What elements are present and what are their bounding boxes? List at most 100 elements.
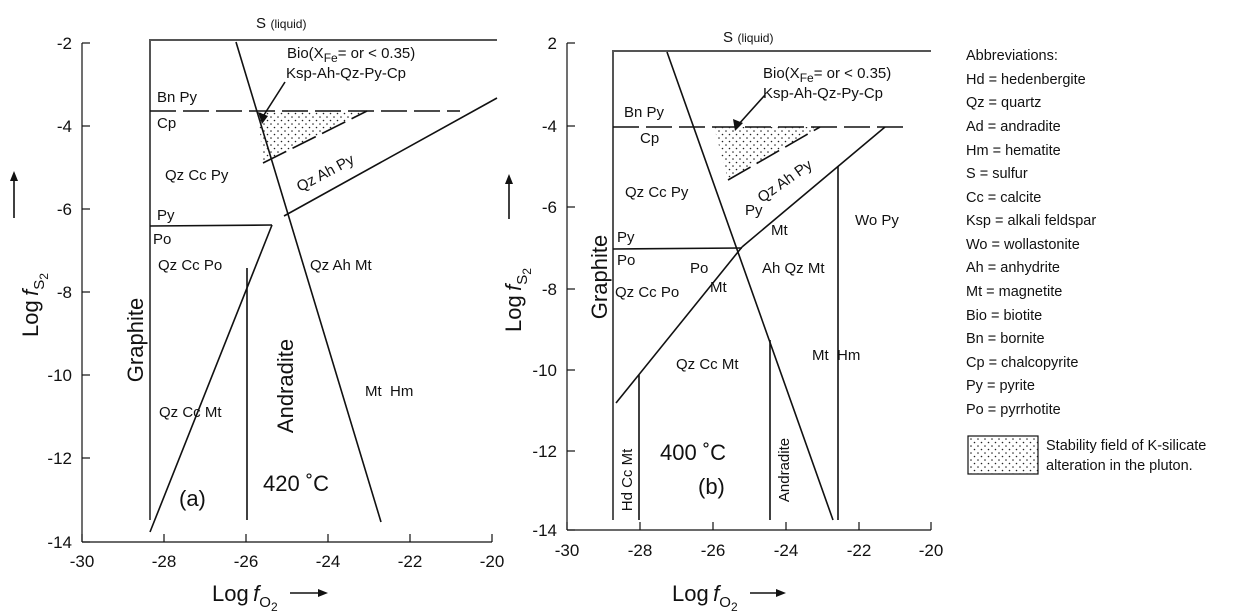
panel-b-andradite-boundary-right bbox=[666, 51, 834, 521]
panel-b-wo-py-label: Wo Py bbox=[855, 212, 899, 229]
panel-b-xtick: -22 bbox=[847, 541, 872, 560]
panel-a-ytick: -10 bbox=[47, 366, 72, 385]
panel-b-mt-mid-label: Mt bbox=[710, 279, 727, 296]
panel-a-letter: (a) bbox=[179, 486, 206, 511]
panel-b-qz-cc-py-label: Qz Cc Py bbox=[625, 184, 689, 201]
panel-b-s-liquid-label: S (liquid) bbox=[723, 29, 773, 46]
legend-item: Qz = quartz bbox=[966, 95, 1041, 111]
legend-item: Hd = hedenbergite bbox=[966, 72, 1086, 88]
panel-a-ytick: -2 bbox=[57, 34, 72, 53]
legend-item: Ksp = alkali feldspar bbox=[966, 213, 1096, 229]
panel-b-ytick: -12 bbox=[532, 442, 557, 461]
panel-a-bio-label: Bio(XFe= or < 0.35) bbox=[287, 45, 415, 65]
panel-a: -2 -4 -6 -8 -10 -12 -14 -30 -28 -26 -24 … bbox=[10, 15, 504, 614]
panel-a-xtick: -30 bbox=[70, 552, 95, 571]
legend-item: Py = pyrite bbox=[966, 378, 1035, 394]
panel-a-y-axis-arrowhead bbox=[10, 171, 18, 181]
panel-a-bio-pointer-arrowhead bbox=[258, 112, 268, 124]
panel-a-ytick: -6 bbox=[57, 200, 72, 219]
panel-b-po-mid-label: Po bbox=[690, 260, 708, 277]
panel-a-cp-label: Cp bbox=[157, 115, 176, 132]
panel-b-po-label: Po bbox=[617, 252, 635, 269]
panel-b-ytick: -14 bbox=[532, 521, 557, 540]
panel-b-cp-label: Cp bbox=[640, 130, 659, 147]
panel-a-x-ticks: -30 -28 -26 -24 -22 -20 bbox=[70, 534, 505, 571]
panel-b-bio-pointer bbox=[737, 94, 766, 126]
panel-b-qz-cc-po-label: Qz Cc Po bbox=[615, 284, 679, 301]
legend-item: S = sulfur bbox=[966, 166, 1028, 182]
panel-b-xtick: -20 bbox=[919, 541, 944, 560]
panel-b-xtick: -24 bbox=[774, 541, 799, 560]
legend-item: Bn = bornite bbox=[966, 331, 1045, 347]
panel-b-x-axis-arrowhead bbox=[776, 589, 786, 597]
panel-b-k-silicate-lower-boundary bbox=[727, 126, 821, 181]
panel-a-py-label: Py bbox=[157, 207, 175, 224]
panel-a-xtick: -24 bbox=[316, 552, 341, 571]
panel-a-xtick: -20 bbox=[480, 552, 505, 571]
panel-a-y-ticks: -2 -4 -6 -8 -10 -12 -14 bbox=[47, 34, 90, 552]
panel-b-ah-qz-mt-label: Ah Qz Mt bbox=[762, 260, 825, 277]
panel-a-andradite-label: Andradite bbox=[273, 339, 298, 433]
panel-a-ytick: -14 bbox=[47, 533, 72, 552]
panel-a-graphite-label: Graphite bbox=[123, 298, 148, 382]
panel-b-bio-label: Bio(XFe= or < 0.35) bbox=[763, 65, 891, 85]
panel-a-mt-hm-label: Mt Hm bbox=[365, 383, 413, 400]
panel-b-letter: (b) bbox=[698, 474, 725, 499]
panel-b: 2 -4 -6 -8 -10 -12 -14 -30 -28 -26 -24 -… bbox=[501, 29, 943, 614]
panel-b-qz-cc-mt-label: Qz Cc Mt bbox=[676, 356, 739, 373]
panel-a-ksp-label: Ksp-Ah-Qz-Py-Cp bbox=[286, 65, 406, 82]
panel-b-hd-cc-mt-label: Hd Cc Mt bbox=[619, 448, 636, 511]
panel-a-qz-cc-po-label: Qz Cc Po bbox=[158, 257, 222, 274]
legend-item: Hm = hematite bbox=[966, 143, 1061, 159]
legend-stability-line1: Stability field of K-silicate bbox=[1046, 438, 1206, 454]
panel-a-qz-ah-py-boundary bbox=[283, 97, 498, 217]
panel-b-qz-ah-py-label: Qz Ah Py bbox=[755, 156, 816, 206]
panel-b-liquid-sulfur-boundary bbox=[612, 50, 931, 520]
panel-a-temperature: 420 ˚C bbox=[263, 471, 329, 496]
panel-b-andradite-label: Andradite bbox=[776, 438, 793, 502]
panel-a-x-axis-title: Log fO2 bbox=[212, 581, 278, 614]
panel-b-py-right-label: Py bbox=[745, 202, 763, 219]
panel-b-xtick: -28 bbox=[628, 541, 653, 560]
panel-a-xtick: -26 bbox=[234, 552, 259, 571]
panel-a-qz-cc-py-label: Qz Cc Py bbox=[165, 167, 229, 184]
panel-a-xtick: -22 bbox=[398, 552, 423, 571]
panel-b-po-mt-boundary bbox=[615, 246, 743, 404]
panel-a-ytick: -12 bbox=[47, 449, 72, 468]
panel-b-ytick: -6 bbox=[542, 198, 557, 217]
panel-a-k-silicate-lower-boundary bbox=[262, 110, 368, 164]
panel-a-qz-cc-mt-label: Qz Cc Mt bbox=[159, 404, 222, 421]
panel-b-y-axis-title: Log fS2 bbox=[501, 268, 534, 332]
panel-b-py-label: Py bbox=[617, 229, 635, 246]
panel-a-xtick: -28 bbox=[152, 552, 177, 571]
panel-b-x-axis-title: Log fO2 bbox=[672, 581, 738, 614]
legend-item: Bio = biotite bbox=[966, 308, 1042, 324]
panel-b-xtick: -30 bbox=[555, 541, 580, 560]
panel-a-s-liquid-label: S (liquid) bbox=[256, 15, 306, 32]
panel-a-py-po-boundary bbox=[149, 224, 273, 227]
panel-b-ksp-label: Ksp-Ah-Qz-Py-Cp bbox=[763, 85, 883, 102]
panel-a-bio-pointer bbox=[261, 81, 286, 119]
panel-b-graphite-label: Graphite bbox=[587, 235, 612, 319]
legend-stipple-swatch bbox=[967, 435, 1039, 475]
abbreviations-legend: Abbreviations: Hd = hedenbergite Qz = qu… bbox=[966, 48, 1206, 475]
panel-b-mt-right-label: Mt bbox=[771, 222, 788, 239]
legend-item: Wo = wollastonite bbox=[966, 237, 1080, 253]
legend-item: Ad = andradite bbox=[966, 119, 1061, 135]
panel-b-temperature: 400 ˚C bbox=[660, 440, 726, 465]
legend-title: Abbreviations: bbox=[966, 48, 1058, 64]
panel-a-qz-ah-py-label: Qz Ah Py bbox=[294, 151, 358, 196]
panel-a-ytick: -8 bbox=[57, 283, 72, 302]
panel-b-py-po-boundary bbox=[612, 247, 743, 250]
panel-b-xtick: -26 bbox=[701, 541, 726, 560]
legend-stability-line2: alteration in the pluton. bbox=[1046, 458, 1193, 474]
panel-b-bio-pointer-arrowhead bbox=[733, 119, 743, 131]
legend-item: Cp = chalcopyrite bbox=[966, 355, 1078, 371]
legend-item: Po = pyrrhotite bbox=[966, 402, 1061, 418]
panel-b-bn-py-label: Bn Py bbox=[624, 104, 665, 121]
legend-item: Mt = magnetite bbox=[966, 284, 1062, 300]
panel-a-qz-ah-mt-label: Qz Ah Mt bbox=[310, 257, 373, 274]
panel-a-bn-py-label: Bn Py bbox=[157, 89, 198, 106]
panel-a-po-mt-boundary bbox=[149, 224, 273, 533]
